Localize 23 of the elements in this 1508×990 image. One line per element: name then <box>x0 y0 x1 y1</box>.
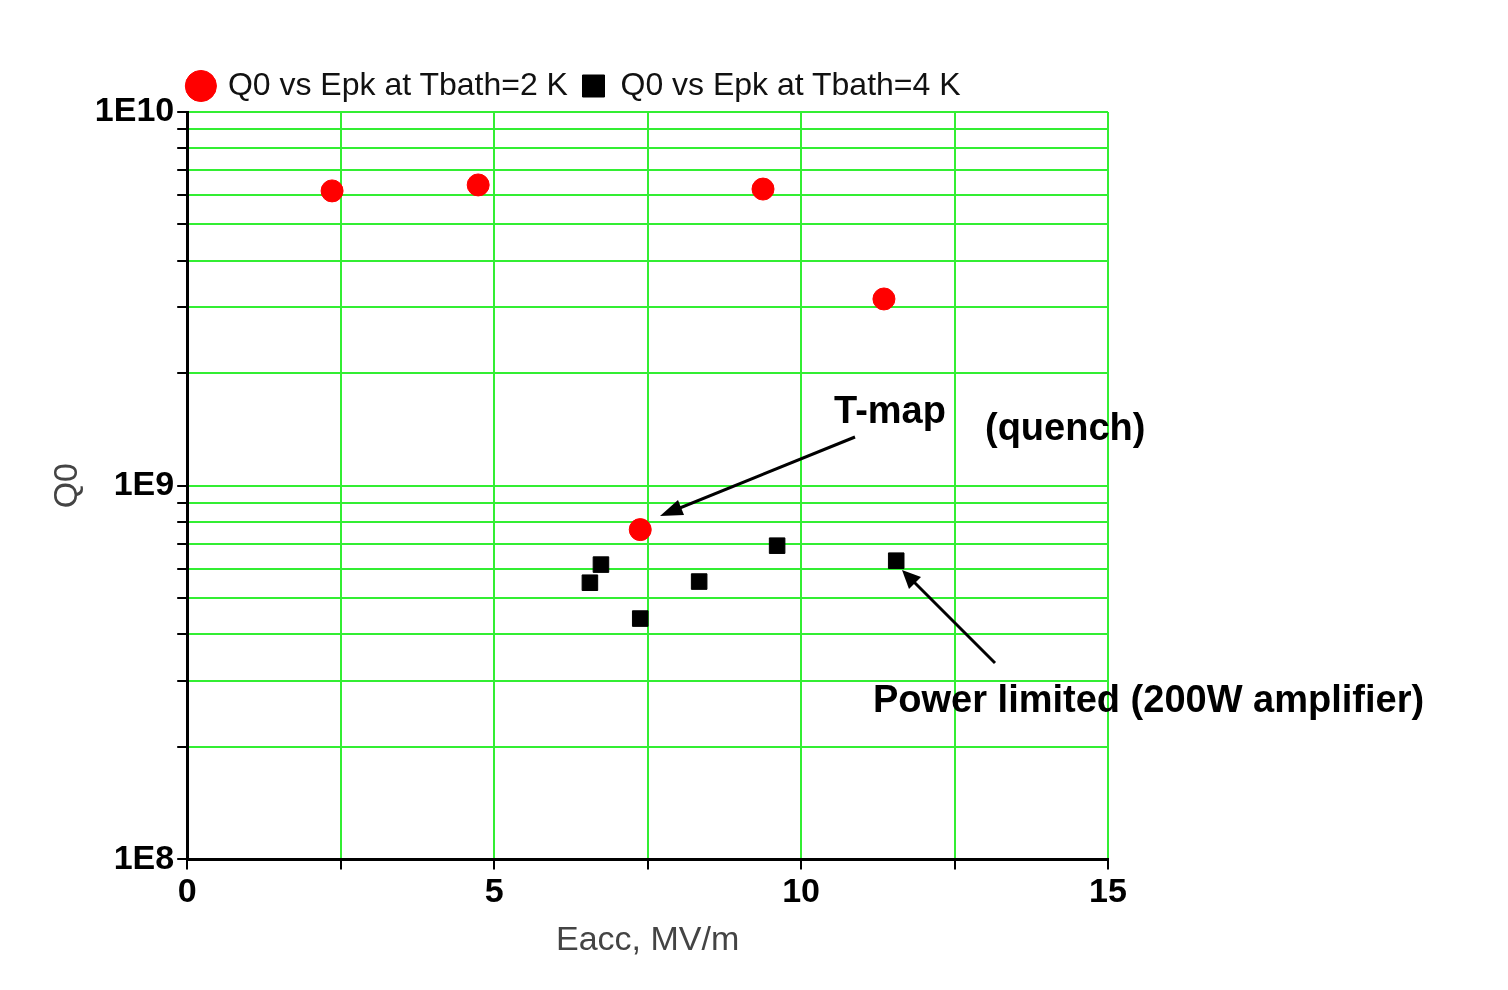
point <box>466 173 490 197</box>
y-tick-label: 1E9 <box>113 464 175 503</box>
point <box>320 179 344 203</box>
point <box>768 537 786 554</box>
point <box>690 573 708 590</box>
point <box>887 552 905 569</box>
y-axis-title: Q0 <box>45 463 84 509</box>
x-tick-label: 15 <box>1089 871 1127 910</box>
point <box>581 574 599 592</box>
legend-label: Q0 vs Epk at Tbath=4 K <box>620 65 961 102</box>
x-tick-label: 10 <box>782 871 820 910</box>
point <box>751 177 775 201</box>
annotation: T-map <box>834 389 946 432</box>
point <box>631 610 649 627</box>
point <box>628 518 652 542</box>
y-tick-label: 1E8 <box>113 837 175 876</box>
x-axis-title: Eacc, MV/m <box>555 918 740 957</box>
x-tick-label: 0 <box>177 871 197 910</box>
legend-label: Q0 vs Epk at Tbath=2 K <box>227 65 568 102</box>
point <box>872 287 896 311</box>
x-tick-label: 5 <box>484 871 504 910</box>
point <box>592 556 610 573</box>
y-tick-label: 1E10 <box>94 90 175 129</box>
